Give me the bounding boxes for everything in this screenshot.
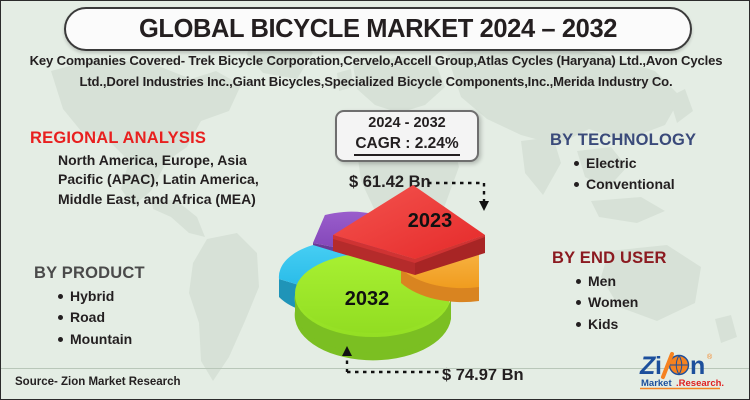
- regional-analysis-body: North America, Europe, Asia Pacific (APA…: [58, 152, 259, 207]
- source-text: Source- Zion Market Research: [15, 376, 181, 388]
- footer-divider: [1, 368, 749, 369]
- list-item: Women: [576, 292, 749, 313]
- callout-arrow-2032: [342, 346, 439, 374]
- svg-text:®: ®: [707, 353, 713, 361]
- cagr-value: CAGR : 2.24%: [354, 134, 460, 157]
- by-end-user-section: BY END USER Men Women Kids: [552, 249, 749, 335]
- key-companies-text: Key Companies Covered- Trek Bicycle Corp…: [29, 53, 723, 90]
- callout-arrow-2023: [428, 181, 489, 211]
- by-technology-list: Electric Conventional: [550, 153, 749, 196]
- list-item: Men: [576, 271, 749, 292]
- list-item: Mountain: [58, 329, 264, 350]
- by-product-section: BY PRODUCT Hybrid Road Mountain: [34, 264, 264, 350]
- by-product-heading: BY PRODUCT: [34, 264, 145, 282]
- list-item: Kids: [576, 314, 749, 335]
- svg-text:n: n: [690, 352, 705, 380]
- regional-analysis-section: REGIONAL ANALYSIS North America, Europe,…: [30, 129, 300, 209]
- svg-text:Z: Z: [639, 352, 657, 380]
- list-item: Conventional: [574, 174, 749, 195]
- svg-text:i: i: [655, 352, 662, 380]
- title-banner: GLOBAL BICYCLE MARKET 2024 – 2032: [64, 7, 692, 51]
- svg-text:Market: Market: [641, 378, 672, 389]
- by-end-user-heading: BY END USER: [552, 249, 667, 267]
- cagr-box: 2024 - 2032 CAGR : 2.24%: [335, 110, 479, 162]
- by-product-list: Hybrid Road Mountain: [34, 286, 264, 350]
- svg-text:.Research.: .Research.: [676, 378, 724, 389]
- list-item: Electric: [574, 153, 749, 174]
- pie-slice-red: [333, 185, 485, 275]
- regional-analysis-heading: REGIONAL ANALYSIS: [30, 129, 207, 147]
- value-label-2023: $ 61.42 Bn: [349, 173, 431, 191]
- pie-chart: 2023 2032: [278, 185, 485, 361]
- pie-label-2023: 2023: [408, 210, 453, 232]
- pie-label-2032: 2032: [345, 288, 390, 310]
- list-item: Road: [58, 307, 264, 328]
- zion-market-research-logo: Z i n ® Market .Research.: [639, 352, 724, 390]
- by-end-user-list: Men Women Kids: [552, 271, 749, 335]
- list-item: Hybrid: [58, 286, 264, 307]
- by-technology-section: BY TECHNOLOGY Electric Conventional: [550, 131, 749, 196]
- page-title: GLOBAL BICYCLE MARKET 2024 – 2032: [138, 14, 618, 43]
- cagr-period: 2024 - 2032: [368, 114, 446, 131]
- by-technology-heading: BY TECHNOLOGY: [550, 131, 697, 149]
- value-label-2032: $ 74.97 Bn: [442, 366, 524, 384]
